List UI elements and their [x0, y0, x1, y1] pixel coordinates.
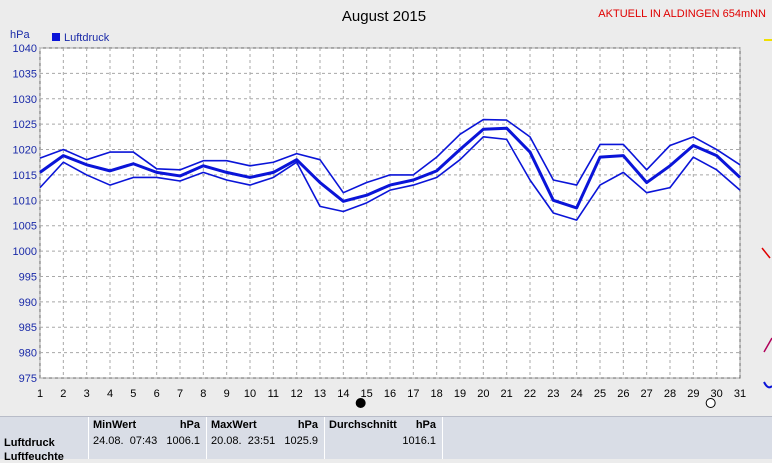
stats-row-label: Luftdruck — [4, 437, 55, 449]
max-unit: hPa — [297, 419, 318, 431]
x-tick-label: 8 — [200, 388, 206, 400]
y-tick-label: 1000 — [13, 246, 37, 258]
stats-empty-cell — [442, 417, 772, 459]
grid — [39, 47, 741, 379]
x-tick-label: 2 — [60, 388, 66, 400]
y-tick-label: 1040 — [13, 43, 37, 55]
y-tick-label: 1020 — [13, 145, 37, 157]
min-unit: hPa — [179, 419, 200, 431]
x-tick-label: 20 — [477, 388, 489, 400]
x-tick-label: 17 — [407, 388, 419, 400]
x-tick-label: 29 — [687, 388, 699, 400]
x-tick-label: 9 — [224, 388, 230, 400]
y-tick-label: 1035 — [13, 68, 37, 80]
x-tick-label: 27 — [641, 388, 653, 400]
x-tick-label: 13 — [314, 388, 326, 400]
series-lines — [39, 118, 742, 221]
stats-min-cell: MinWert hPa 24.08. 07:43 1006.1 — [88, 417, 206, 459]
x-tick-labels: 1 2 3 4 5 6 7 8 9 10 11 12 13 14 15 16 17 18 19 20 21 22 23 24 2… — [37, 388, 746, 400]
pressure-chart: 9759809859909951000100510101015102010251… — [10, 8, 772, 408]
y-tick-label: 980 — [19, 348, 37, 360]
legend-entry: Luftdruck — [64, 32, 110, 44]
x-tick-label: 24 — [571, 388, 583, 400]
stats-row-label-cell: Luftdruck Luftfeuchte — [0, 417, 88, 463]
avg-unit: hPa — [415, 419, 436, 431]
x-tick-label: 31 — [734, 388, 746, 400]
x-tick-label: 14 — [337, 388, 349, 400]
location-label: AKTUELL IN ALDINGEN 654mNN — [598, 8, 766, 20]
x-tick-label: 26 — [617, 388, 629, 400]
y-tick-label: 995 — [19, 271, 37, 283]
series-line-max — [39, 118, 741, 194]
min-time: 07:43 — [129, 435, 158, 447]
x-tick-label: 15 — [361, 388, 373, 400]
x-tick-label: 22 — [524, 388, 536, 400]
min-date: 24.08. — [93, 435, 124, 447]
y-tick-label: 990 — [19, 297, 37, 309]
y-tick-label: 1010 — [13, 195, 37, 207]
stats-panel: Luftdruck Luftfeuchte MinWert hPa 24.08. … — [0, 416, 772, 463]
y-tick-labels: 975 980 985 990 995 1000 1005 1010 1015 1020 1025 1… — [13, 43, 37, 385]
x-tick-label: 23 — [547, 388, 559, 400]
x-tick-label: 16 — [384, 388, 396, 400]
x-tick-label: 28 — [664, 388, 676, 400]
moon-full-icon — [705, 398, 716, 408]
y-tick-label: 1015 — [13, 170, 37, 182]
series-line-min — [39, 136, 741, 221]
avg-value: 1016.1 — [402, 435, 436, 447]
x-tick-label: 10 — [244, 388, 256, 400]
series-line-mean — [39, 126, 742, 210]
moon-phase-marks — [355, 398, 716, 408]
moon-new-icon — [355, 398, 366, 408]
x-tick-label: 18 — [431, 388, 443, 400]
min-header: MinWert — [93, 419, 137, 431]
x-tick-label: 5 — [130, 388, 136, 400]
x-tick-label: 1 — [37, 388, 43, 400]
chart-title: August 2015 — [342, 8, 426, 25]
stats-avg-cell: Durchschnitt hPa 1016.1 — [324, 417, 442, 459]
x-tick-label: 25 — [594, 388, 606, 400]
min-value: 1006.1 — [166, 435, 200, 447]
x-tick-label: 4 — [107, 388, 113, 400]
x-tick-label: 3 — [84, 388, 90, 400]
avg-header: Durchschnitt — [329, 419, 397, 431]
max-date: 20.08. — [211, 435, 242, 447]
max-time: 23:51 — [247, 435, 276, 447]
x-tick-label: 7 — [177, 388, 183, 400]
y-tick-label: 975 — [19, 373, 37, 385]
x-tick-label: 30 — [711, 388, 723, 400]
max-value: 1025.9 — [284, 435, 318, 447]
x-tick-label: 19 — [454, 388, 466, 400]
y-tick-label: 1030 — [13, 94, 37, 106]
x-tick-label: 12 — [291, 388, 303, 400]
y-tick-label: 985 — [19, 322, 37, 334]
y-unit-label: hPa — [10, 29, 30, 41]
right-edge-fragments — [761, 39, 772, 389]
x-tick-label: 21 — [501, 388, 513, 400]
stats-max-cell: MaxWert hPa 20.08. 23:51 1025.9 — [206, 417, 324, 459]
stats-row-label-2: Luftfeuchte — [4, 451, 64, 463]
y-tick-label: 1025 — [13, 119, 37, 131]
max-header: MaxWert — [211, 419, 257, 431]
y-tick-label: 1005 — [13, 221, 37, 233]
x-tick-label: 6 — [154, 388, 160, 400]
legend-swatch — [52, 33, 60, 41]
x-tick-label: 11 — [268, 388, 279, 400]
